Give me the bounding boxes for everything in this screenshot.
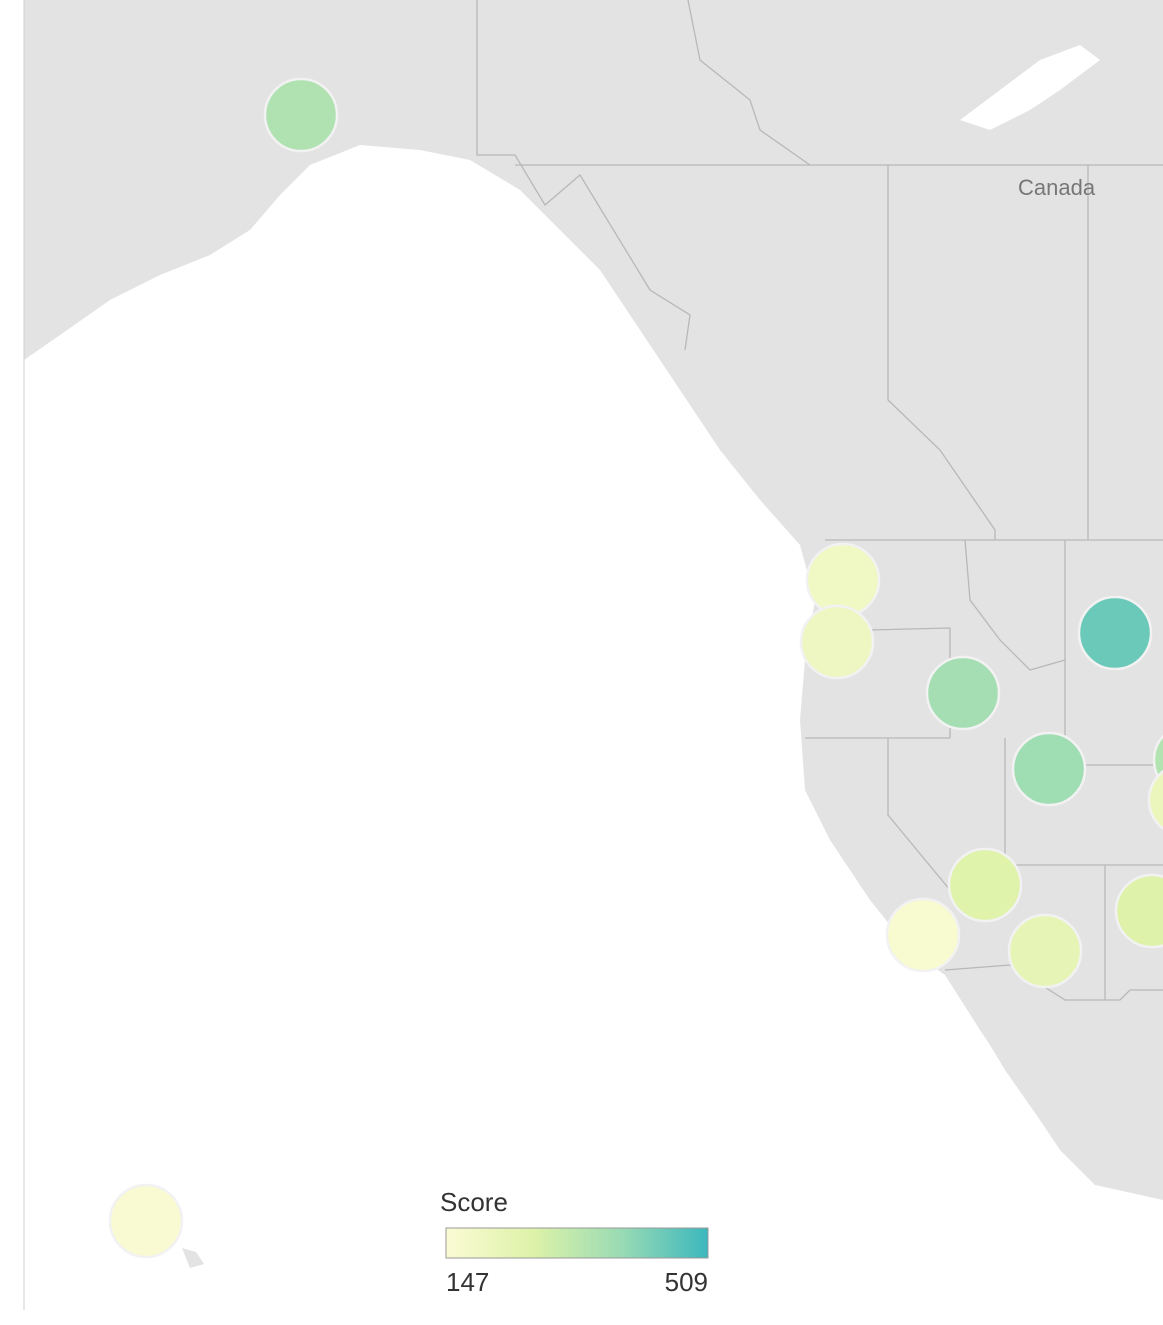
score-point[interactable] — [1147, 764, 1163, 836]
score-point[interactable] — [1077, 595, 1153, 671]
lake — [960, 45, 1100, 130]
border — [515, 164, 1163, 541]
score-point[interactable] — [925, 655, 1001, 731]
score-point[interactable] — [799, 604, 875, 680]
score-point[interactable] — [1007, 913, 1083, 989]
hawaii — [182, 1248, 204, 1268]
legend-bar — [445, 1227, 709, 1259]
country-label: Canada — [1018, 175, 1096, 200]
ocean — [24, 145, 1163, 1325]
score-point[interactable] — [805, 542, 881, 618]
legend-max: 509 — [665, 1267, 708, 1297]
score-point[interactable] — [947, 847, 1023, 923]
score-point[interactable] — [1011, 731, 1087, 807]
score-point[interactable] — [263, 77, 339, 153]
baja — [945, 975, 1163, 1185]
score-point[interactable] — [885, 897, 961, 973]
score-point[interactable] — [1114, 873, 1163, 949]
score-point[interactable] — [108, 1183, 184, 1259]
legend-min: 147 — [446, 1267, 489, 1297]
border — [476, 0, 691, 351]
points — [108, 77, 1163, 1259]
legend-title: Score — [440, 1187, 508, 1217]
